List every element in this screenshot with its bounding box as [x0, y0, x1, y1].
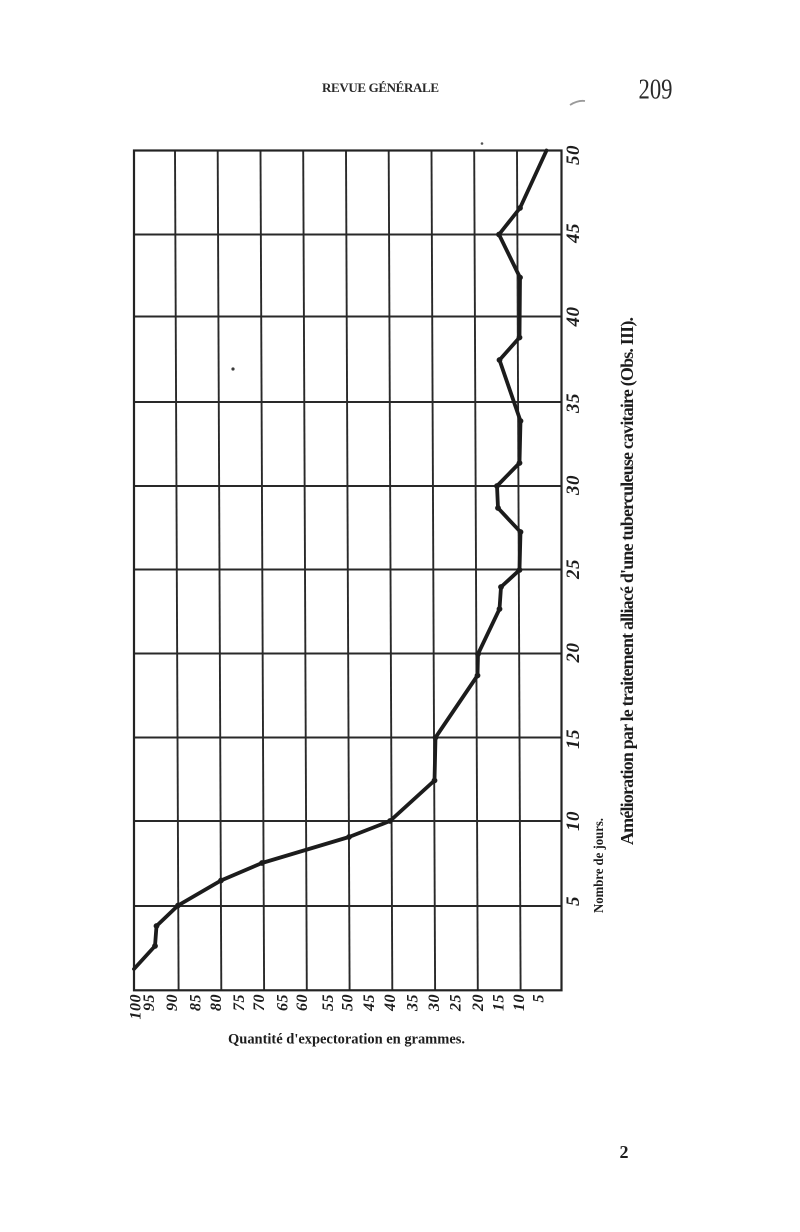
- svg-text:100: 100: [128, 994, 145, 1020]
- svg-text:5: 5: [531, 994, 548, 1003]
- svg-text:40: 40: [563, 307, 584, 328]
- svg-text:25: 25: [563, 559, 584, 580]
- svg-text:25: 25: [448, 994, 465, 1012]
- svg-text:85: 85: [188, 994, 205, 1011]
- svg-text:15: 15: [563, 729, 584, 749]
- svg-text:Quantité d'expectoration en gr: Quantité d'expectoration en grammes.: [228, 1032, 465, 1048]
- svg-text:REVUE GÉNÉRALE: REVUE GÉNÉRALE: [322, 80, 439, 95]
- svg-text:10: 10: [563, 811, 584, 831]
- svg-text:30: 30: [426, 994, 443, 1012]
- svg-text:2: 2: [620, 1142, 629, 1162]
- svg-text:75: 75: [231, 994, 248, 1011]
- svg-text:Nombre de jours.: Nombre de jours.: [591, 818, 606, 913]
- svg-text:Amélioration par le traitement: Amélioration par le traitement alliacé d…: [617, 317, 638, 845]
- svg-text:20: 20: [470, 994, 487, 1012]
- svg-text:90: 90: [164, 994, 181, 1011]
- svg-text:30: 30: [563, 475, 584, 496]
- svg-text:35: 35: [405, 994, 422, 1012]
- svg-text:45: 45: [361, 994, 378, 1012]
- svg-text:80: 80: [208, 994, 225, 1011]
- svg-text:95: 95: [141, 994, 158, 1011]
- svg-text:45: 45: [563, 223, 584, 244]
- svg-text:50: 50: [563, 145, 584, 165]
- svg-text:40: 40: [382, 994, 399, 1012]
- svg-text:20: 20: [563, 643, 584, 664]
- svg-text:15: 15: [491, 994, 508, 1011]
- svg-text:35: 35: [563, 393, 584, 414]
- svg-text:10: 10: [511, 994, 528, 1011]
- svg-text:209: 209: [639, 75, 673, 106]
- svg-text:5: 5: [563, 896, 584, 906]
- svg-text:65: 65: [275, 994, 292, 1011]
- svg-text:55: 55: [320, 994, 337, 1011]
- svg-text:60: 60: [294, 994, 311, 1011]
- svg-text:70: 70: [251, 994, 268, 1011]
- svg-text:50: 50: [340, 994, 357, 1011]
